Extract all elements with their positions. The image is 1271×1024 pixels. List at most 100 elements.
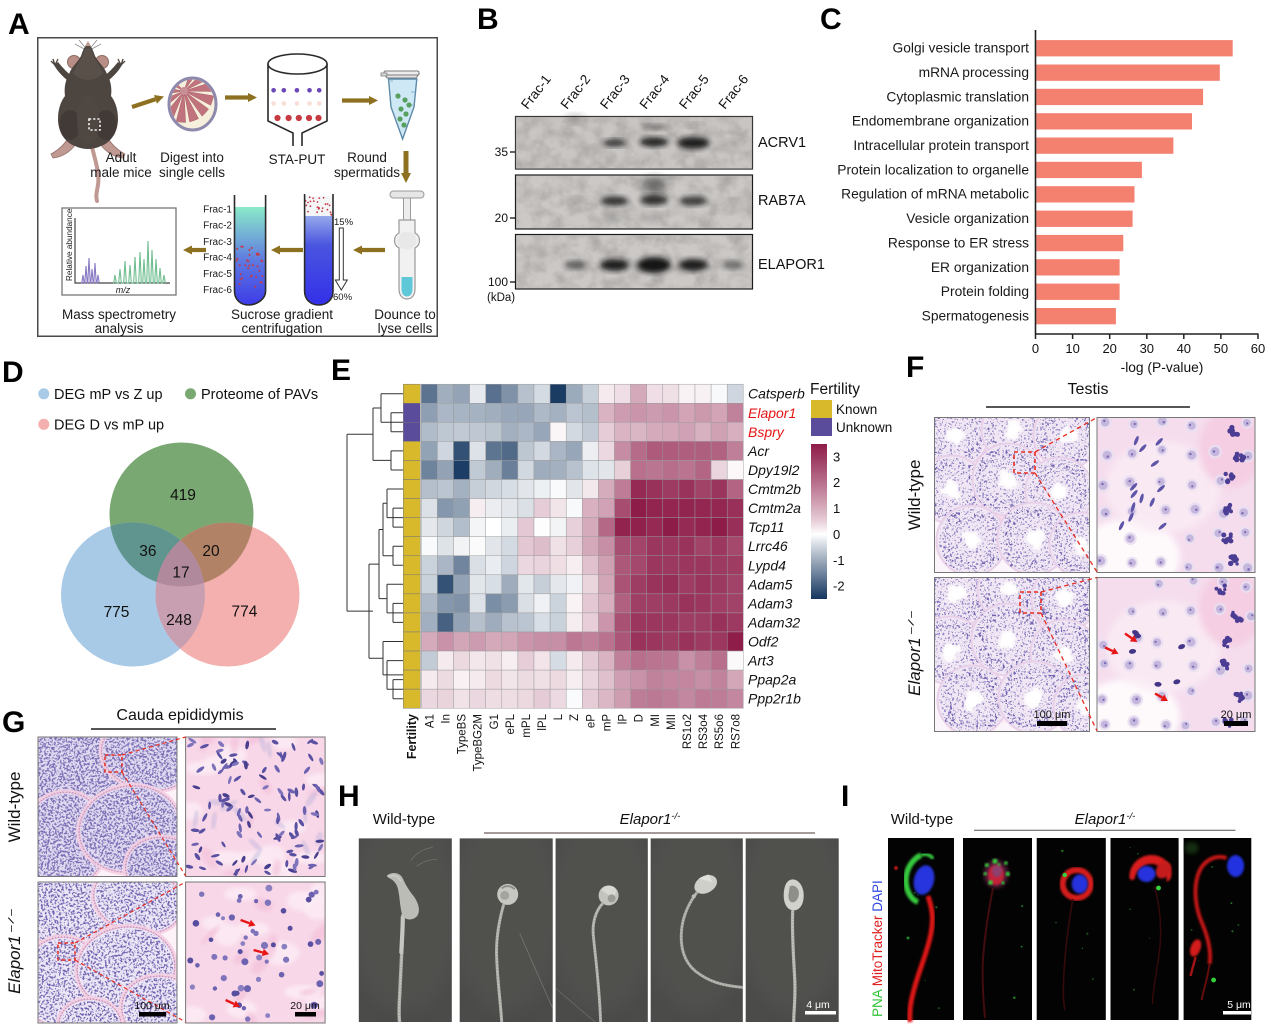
svg-text:STA-PUT: STA-PUT <box>269 152 326 167</box>
svg-text:100: 100 <box>488 275 508 289</box>
svg-text:Adam3: Adam3 <box>747 595 793 611</box>
svg-text:Wild-type: Wild-type <box>5 772 24 843</box>
svg-text:Frac-1: Frac-1 <box>203 204 232 215</box>
svg-text:20 μm: 20 μm <box>290 1000 320 1012</box>
svg-text:248: 248 <box>166 612 192 629</box>
svg-text:RS3o4: RS3o4 <box>698 713 710 749</box>
svg-text:spermatids: spermatids <box>334 165 400 180</box>
svg-text:Adam32: Adam32 <box>747 614 800 630</box>
svg-text:Frac-6: Frac-6 <box>203 285 232 296</box>
svg-text:Protein localization to organe: Protein localization to organelle <box>837 162 1029 177</box>
svg-text:Cmtm2b: Cmtm2b <box>748 481 801 497</box>
svg-text:Known: Known <box>836 402 877 417</box>
svg-text:ACRV1: ACRV1 <box>758 135 806 151</box>
svg-text:Frac-2: Frac-2 <box>203 220 232 231</box>
svg-text:ER organization: ER organization <box>931 260 1029 275</box>
svg-text:Mass spectrometry: Mass spectrometry <box>62 307 176 322</box>
svg-text:RS1o2: RS1o2 <box>682 714 694 749</box>
svg-text:male mice: male mice <box>90 165 152 180</box>
svg-text:ePL: ePL <box>505 713 517 734</box>
svg-text:PNA MitoTracker DAPI: PNA MitoTracker DAPI <box>870 880 885 1017</box>
svg-text:Lypd4: Lypd4 <box>748 557 786 573</box>
svg-text:Unknown: Unknown <box>836 420 892 435</box>
svg-text:eP: eP <box>585 714 597 728</box>
svg-text:30: 30 <box>1140 341 1154 356</box>
svg-text:Golgi vesicle transport: Golgi vesicle transport <box>893 41 1030 56</box>
svg-text:Round: Round <box>347 150 387 165</box>
svg-text:50: 50 <box>1214 341 1228 356</box>
svg-text:Dounce to: Dounce to <box>374 307 436 322</box>
svg-text:mPL: mPL <box>521 713 533 737</box>
svg-text:Adam5: Adam5 <box>747 576 793 592</box>
svg-text:lPL: lPL <box>537 713 549 730</box>
svg-text:Protein folding: Protein folding <box>941 284 1029 299</box>
svg-text:35: 35 <box>495 145 509 159</box>
svg-text:15%: 15% <box>334 217 354 228</box>
svg-text:G1: G1 <box>489 714 501 729</box>
svg-text:Frac-1: Frac-1 <box>518 72 554 112</box>
svg-text:Z: Z <box>569 714 581 721</box>
svg-text:Frac-3: Frac-3 <box>597 72 633 112</box>
svg-text:Odf2: Odf2 <box>748 634 779 650</box>
svg-text:D: D <box>634 714 646 722</box>
svg-text:centrifugation: centrifugation <box>241 321 322 336</box>
svg-text:MI: MI <box>650 714 662 727</box>
svg-text:Frac-5: Frac-5 <box>676 72 712 112</box>
svg-text:Frac-3: Frac-3 <box>203 237 232 248</box>
svg-text:Response to ER stress: Response to ER stress <box>888 235 1029 250</box>
svg-text:36: 36 <box>139 543 156 560</box>
svg-text:RS5o6: RS5o6 <box>714 714 726 749</box>
svg-text:MII: MII <box>666 714 678 730</box>
svg-text:Elapor1⁻ᐟ⁻: Elapor1⁻ᐟ⁻ <box>906 610 924 696</box>
svg-text:Cmtm2a: Cmtm2a <box>748 500 801 516</box>
svg-text:20 μm: 20 μm <box>1221 709 1252 721</box>
svg-text:40: 40 <box>1177 341 1191 356</box>
svg-text:Adult: Adult <box>106 150 137 165</box>
svg-text:m/z: m/z <box>116 285 131 295</box>
svg-text:Elapor1⁻ᐟ⁻: Elapor1⁻ᐟ⁻ <box>5 908 24 994</box>
svg-text:0: 0 <box>833 527 840 542</box>
svg-text:TypeBS: TypeBS <box>457 714 469 755</box>
svg-text:lyse cells: lyse cells <box>378 321 433 336</box>
svg-text:60%: 60% <box>333 292 353 303</box>
svg-text:A1: A1 <box>424 714 436 728</box>
svg-text:mRNA processing: mRNA processing <box>919 65 1029 80</box>
svg-text:20: 20 <box>202 543 220 560</box>
svg-text:-1: -1 <box>833 553 845 568</box>
svg-text:Lrrc46: Lrrc46 <box>748 538 788 554</box>
svg-text:Wild-type: Wild-type <box>891 811 954 828</box>
svg-text:Frac-6: Frac-6 <box>716 72 752 112</box>
svg-text:Endomembrane organization: Endomembrane organization <box>852 114 1029 129</box>
svg-text:Wild-type: Wild-type <box>373 811 436 828</box>
svg-text:Digest into: Digest into <box>160 150 224 165</box>
svg-text:Regulation of mRNA metabolic: Regulation of mRNA metabolic <box>841 187 1029 202</box>
svg-text:100 μm: 100 μm <box>134 1000 169 1012</box>
svg-text:Tcp11: Tcp11 <box>748 519 785 535</box>
svg-text:775: 775 <box>104 604 130 621</box>
svg-text:Intracellular protein transpor: Intracellular protein transport <box>853 138 1029 153</box>
svg-text:RAB7A: RAB7A <box>758 193 806 209</box>
svg-text:Frac-4: Frac-4 <box>637 71 673 111</box>
svg-text:Wild-type: Wild-type <box>906 460 924 531</box>
svg-text:100 μm: 100 μm <box>1034 709 1071 721</box>
svg-text:10: 10 <box>1065 341 1079 356</box>
svg-text:Sucrose gradient: Sucrose gradient <box>231 307 333 322</box>
svg-text:Elapor1: Elapor1 <box>748 405 796 421</box>
svg-text:RS7o8: RS7o8 <box>730 714 742 749</box>
svg-text:Dpy19l2: Dpy19l2 <box>748 462 800 478</box>
svg-text:Cytoplasmic translation: Cytoplasmic translation <box>886 89 1029 104</box>
svg-text:single cells: single cells <box>159 165 225 180</box>
svg-text:In: In <box>441 714 453 724</box>
svg-text:774: 774 <box>231 604 257 621</box>
svg-text:3: 3 <box>833 449 840 464</box>
svg-text:Elapor1-/-: Elapor1-/- <box>1075 811 1136 828</box>
svg-text:ELAPOR1: ELAPOR1 <box>758 257 825 273</box>
svg-text:5 μm: 5 μm <box>1227 999 1251 1011</box>
svg-text:60: 60 <box>1251 341 1265 356</box>
svg-text:20: 20 <box>1102 341 1116 356</box>
svg-text:Catsperb: Catsperb <box>748 386 805 402</box>
svg-text:analysis: analysis <box>95 321 144 336</box>
svg-text:419: 419 <box>170 487 196 504</box>
svg-text:Elapor1-/-: Elapor1-/- <box>620 811 681 828</box>
svg-text:1: 1 <box>833 501 840 516</box>
